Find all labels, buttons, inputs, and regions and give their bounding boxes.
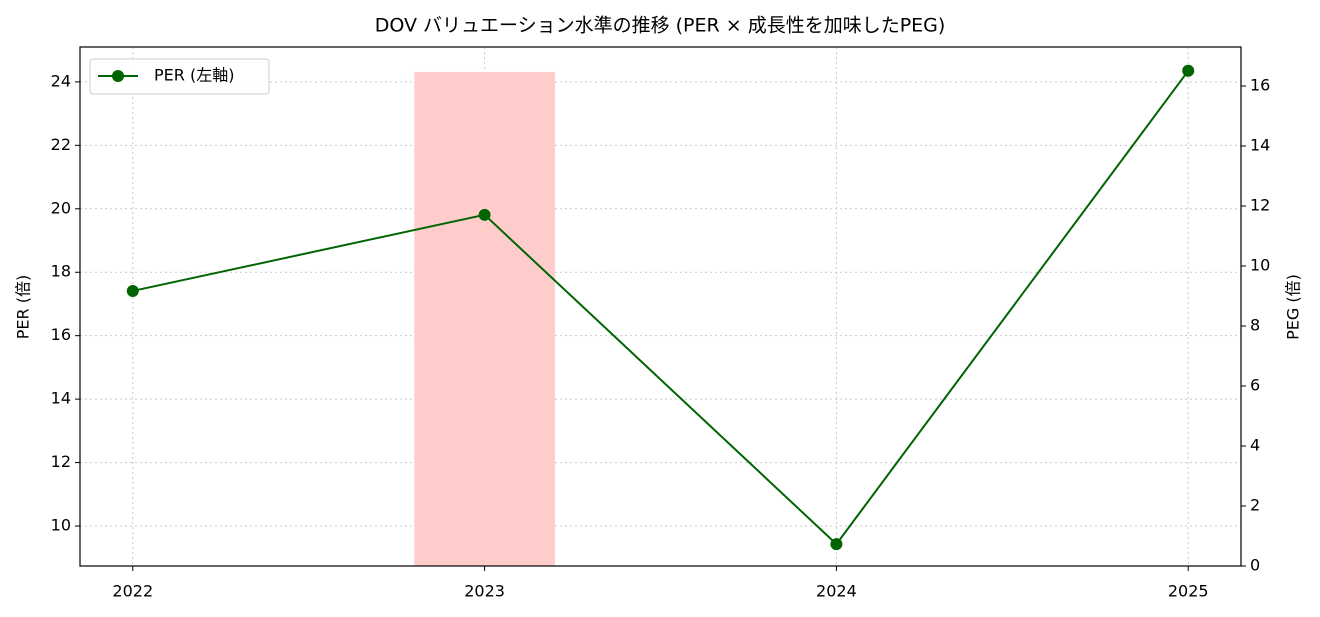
y2-tick-label: 4	[1250, 436, 1260, 455]
legend-box	[89, 58, 270, 95]
plot-frame	[79, 46, 1242, 567]
y-tick-label: 12	[51, 452, 71, 471]
y-tick-label: 18	[51, 262, 71, 281]
y-tick-label: 14	[51, 389, 71, 408]
y-tick-label: 24	[51, 71, 71, 90]
y-axis-label: PER (倍)	[14, 275, 33, 339]
legend-label: PER (左軸)	[154, 66, 234, 85]
y2-tick-label: 8	[1250, 316, 1260, 335]
y2-tick-label: 6	[1250, 376, 1260, 395]
y2-axis-label: PEG (倍)	[1284, 274, 1303, 340]
y2-tick-label: 10	[1250, 256, 1270, 275]
y2-tick-label: 14	[1250, 136, 1270, 155]
bar	[414, 71, 555, 567]
y-tick-label: 20	[51, 198, 71, 217]
y2-tick-label: 2	[1250, 496, 1260, 515]
x-tick-label: 2024	[816, 582, 857, 601]
marker	[830, 538, 843, 551]
line	[132, 70, 1190, 546]
marker	[1182, 64, 1195, 77]
y2-tick-label: 16	[1250, 76, 1270, 95]
y2-tick-label: 12	[1250, 196, 1270, 215]
y-tick-label: 22	[51, 135, 71, 154]
x-tick-label: 2022	[112, 582, 153, 601]
legend-marker	[112, 70, 124, 82]
y-tick-label: 10	[51, 516, 71, 535]
marker	[478, 208, 491, 221]
marker	[126, 284, 139, 297]
y2-tick-label: 0	[1250, 556, 1260, 575]
y-tick-label: 16	[51, 325, 71, 344]
x-tick-label: 2025	[1168, 582, 1209, 601]
x-tick-label: 2023	[464, 582, 505, 601]
chart-title: DOV バリュエーション水準の推移 (PER × 成長性を加味したPEG)	[375, 15, 946, 37]
